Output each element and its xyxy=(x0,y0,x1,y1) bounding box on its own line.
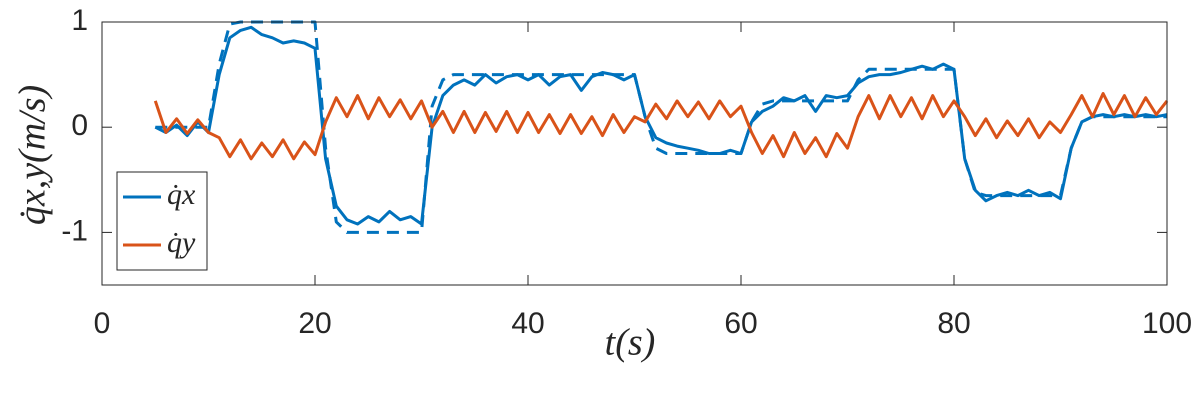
plot-frame xyxy=(101,21,1168,286)
y-tick-label: 0 xyxy=(71,109,88,142)
y-tick-label: 1 xyxy=(71,4,88,37)
legend-box xyxy=(116,171,208,271)
x-tick-label: 80 xyxy=(937,307,970,340)
series-line xyxy=(154,25,1168,226)
x-tick-label: 60 xyxy=(724,307,757,340)
x-tick-label: 20 xyxy=(298,307,331,340)
x-tick-label: 100 xyxy=(1142,307,1192,340)
series-line xyxy=(153,92,1169,161)
y-tick-label: -1 xyxy=(61,214,88,247)
x-tick-label: 0 xyxy=(94,307,111,340)
legend-label: q̇x xyxy=(167,178,196,211)
y-axis-label: q̇x,y(m/s) xyxy=(12,85,54,225)
x-tick-label: 40 xyxy=(511,307,544,340)
x-axis-label: t(s) xyxy=(605,322,656,364)
legend-label: q̇y xyxy=(167,226,196,259)
